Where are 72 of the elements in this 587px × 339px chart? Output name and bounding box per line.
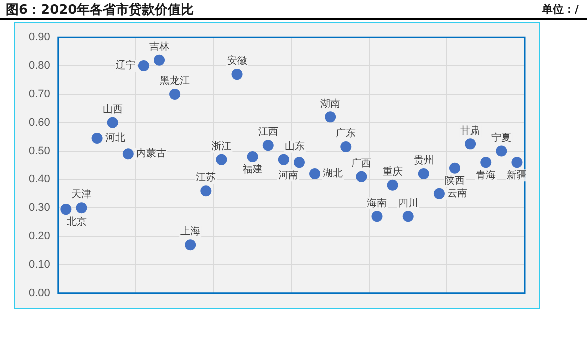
series-label: 河北 [105, 132, 126, 144]
series-label: 上海 [180, 226, 201, 238]
series-label: 广西 [352, 157, 372, 170]
series-label: 重庆 [382, 166, 403, 178]
y-tick-label: 0.80 [28, 60, 50, 72]
point [262, 140, 274, 152]
series-label: 内蒙古 [136, 148, 166, 160]
point [138, 60, 150, 72]
point [387, 180, 398, 191]
text: 单位：/ [542, 2, 579, 17]
point [418, 168, 430, 180]
series-label: 甘肃 [460, 124, 481, 137]
y-tick-label: 0.20 [28, 230, 50, 243]
point [465, 138, 476, 150]
series-label: 天津 [72, 188, 92, 201]
point [434, 188, 445, 200]
series-label: 云南 [447, 188, 468, 200]
point [92, 133, 103, 144]
series-label: 江西 [258, 126, 278, 138]
point [356, 171, 368, 182]
point [278, 154, 290, 166]
series-label: 四川 [398, 197, 418, 210]
point [247, 151, 258, 162]
series-label: 北京 [67, 216, 88, 228]
series-label: 海南 [367, 197, 388, 210]
y-tick-label: 0.00 [28, 287, 50, 300]
point [325, 112, 336, 123]
series-label: 江苏 [196, 172, 216, 184]
series-label: 浙江 [212, 140, 232, 152]
y-tick-label: 0.60 [28, 116, 50, 129]
point [294, 157, 305, 168]
series-label: 吉林 [150, 40, 170, 53]
series-label: 福建 [242, 164, 263, 176]
point [512, 157, 523, 168]
series-label: 河南 [278, 169, 298, 182]
point [60, 204, 72, 216]
point [372, 211, 383, 222]
point [122, 148, 134, 160]
series-label: 宁夏 [492, 132, 512, 144]
point [340, 142, 352, 153]
series-label: 山西 [102, 103, 123, 116]
series-label: 青海 [476, 169, 496, 182]
point [232, 69, 243, 80]
point [170, 88, 181, 100]
chart-title: 图6：2020年各省市贷款价值比 [6, 2, 194, 19]
point [216, 154, 228, 166]
point [107, 117, 118, 128]
series-label: 湖北 [323, 168, 344, 180]
point [154, 54, 166, 66]
y-tick-label: 0.50 [28, 145, 50, 158]
point [185, 240, 196, 251]
series-label: 安徽 [227, 55, 248, 68]
series-label: 辽宁 [116, 60, 136, 72]
y-tick-label: 0.90 [28, 32, 50, 44]
point [496, 146, 508, 157]
series-label: 广东 [336, 128, 356, 140]
y-tick-label: 0.30 [28, 202, 50, 214]
series-label: 山东 [284, 140, 305, 152]
point [76, 202, 88, 214]
series-label: 陕西 [445, 174, 466, 187]
point [402, 211, 414, 222]
y-tick-label: 0.70 [28, 88, 50, 100]
point [200, 186, 212, 197]
point [480, 157, 492, 168]
series-label: 黑龙江 [160, 75, 190, 88]
series-label: 湖南 [320, 98, 341, 110]
y-tick-label: 0.10 [28, 259, 50, 272]
point [310, 168, 321, 180]
series-label: 新疆 [507, 169, 528, 182]
series-label: 贵州 [414, 154, 434, 167]
y-tick-label: 0.40 [28, 174, 50, 186]
point [450, 162, 461, 174]
